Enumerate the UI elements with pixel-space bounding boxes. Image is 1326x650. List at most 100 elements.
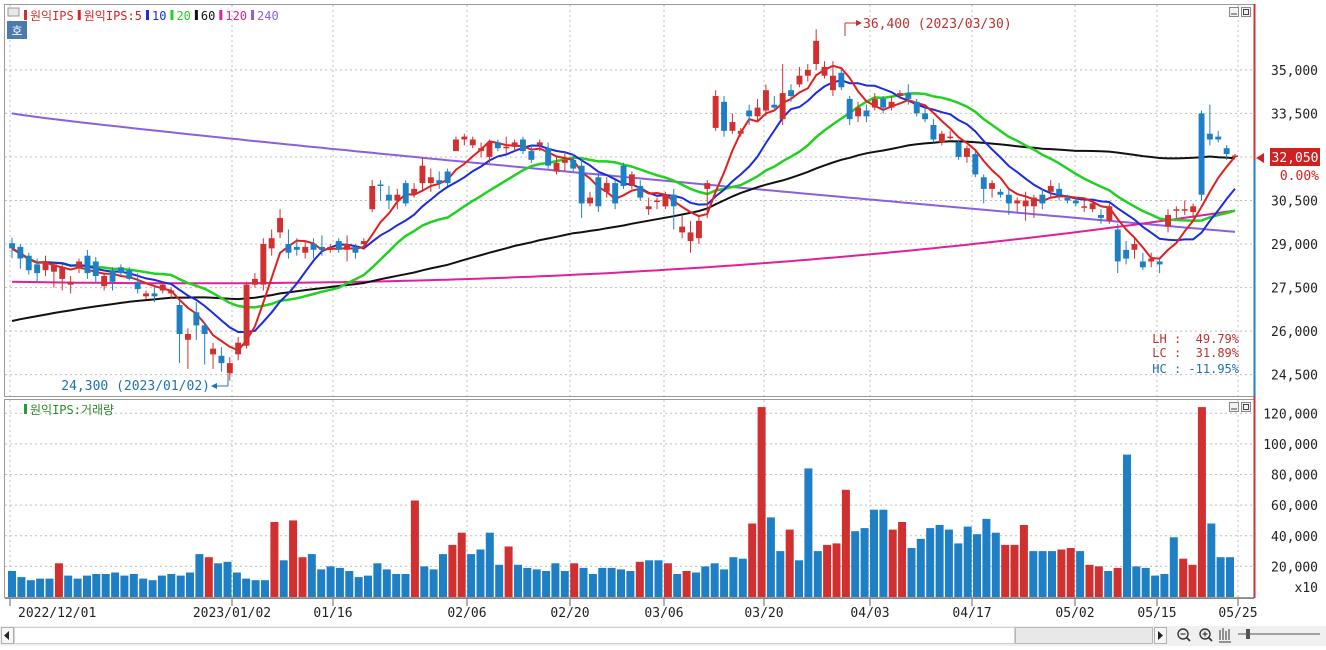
volume-bar	[401, 574, 410, 597]
candle-body	[302, 246, 309, 253]
volume-bar	[673, 574, 682, 597]
candle-body	[335, 241, 342, 250]
volume-bar	[373, 563, 382, 597]
candle-body	[402, 183, 409, 204]
bar-count-icon[interactable]	[1219, 628, 1231, 643]
candle-body	[763, 90, 769, 111]
candle-body	[696, 220, 702, 239]
volume-bar	[766, 517, 775, 597]
candle-body	[285, 244, 292, 253]
candle-body	[863, 110, 870, 117]
candle-body	[637, 186, 644, 198]
volume-bar	[514, 564, 522, 597]
candle-body	[721, 101, 727, 131]
candle-body	[1114, 229, 1121, 262]
volume-bar	[289, 520, 298, 597]
legend-toggle-icon[interactable]	[7, 7, 20, 17]
candle-body	[252, 278, 258, 285]
volume-bar	[1019, 525, 1028, 597]
legend-entry: 10	[152, 9, 166, 23]
candle-body	[76, 261, 82, 268]
candle-body	[813, 40, 820, 64]
volume-bar	[64, 575, 73, 597]
badge[interactable]: 호	[7, 21, 27, 39]
candle-body	[947, 136, 954, 139]
zoom-slider[interactable]	[1238, 629, 1320, 639]
volume-bar	[345, 571, 354, 597]
volume-bar	[598, 567, 607, 597]
candle-body	[277, 217, 283, 233]
candle-body	[9, 243, 15, 249]
volume-bar	[692, 572, 700, 597]
candle-body	[394, 194, 401, 201]
volume-bar	[663, 563, 672, 597]
candle-body	[126, 270, 133, 279]
candle-body	[1206, 133, 1213, 140]
candle-body	[964, 148, 970, 157]
legend-entry: 원익IPS:5	[84, 9, 142, 23]
candle-body	[319, 246, 325, 250]
candle-body	[595, 177, 602, 207]
candle-body	[118, 267, 124, 274]
candle-body	[679, 226, 686, 233]
volume-bar	[204, 557, 213, 597]
scroll-thumb[interactable]	[1015, 627, 1153, 644]
volume-bar	[888, 529, 897, 597]
volume-bar	[1038, 551, 1047, 597]
volume-bar	[1188, 564, 1197, 597]
candle-body	[1148, 258, 1155, 262]
legend-swatch	[251, 10, 255, 20]
zoom-in-icon[interactable]	[1199, 628, 1213, 642]
volume-bar	[738, 558, 747, 597]
volume-bar	[1010, 544, 1019, 597]
volume-bar	[457, 532, 466, 597]
candle-body	[1072, 200, 1079, 204]
candle-body	[243, 284, 250, 346]
candle-body	[260, 244, 267, 285]
candle-body	[168, 290, 175, 294]
zoom-out-icon[interactable]	[1177, 628, 1191, 642]
volume-bar	[973, 534, 981, 597]
candle-body	[528, 151, 535, 160]
volume-panel-controls[interactable]	[1229, 402, 1251, 412]
candle-body	[1139, 261, 1146, 268]
candle-body	[587, 197, 593, 204]
candle-body	[729, 122, 736, 131]
volume-bar	[1001, 544, 1010, 597]
candle-body	[955, 142, 962, 157]
volume-bar	[720, 569, 729, 597]
volume-tick-label: 100,000	[1263, 438, 1318, 453]
legend-entry: 원익IPS	[30, 9, 74, 23]
volume-bar	[504, 546, 513, 597]
volume-bars	[8, 407, 1234, 598]
x-tick-label: 05/02	[1055, 606, 1094, 621]
ma-120-line	[11, 209, 1236, 285]
volume-bar	[626, 571, 635, 597]
volume-bar	[926, 528, 935, 597]
candle-body	[503, 146, 510, 149]
price-tick-label: 33,500	[1271, 107, 1318, 122]
volume-bar	[1029, 551, 1038, 597]
candle-body	[109, 270, 116, 282]
x-tick-label: 03/20	[744, 606, 783, 621]
volume-bar	[879, 509, 888, 597]
volume-bar	[92, 574, 101, 597]
volume-bar	[935, 525, 944, 597]
horizontal-scrollbar[interactable]	[0, 626, 1326, 646]
candle-body	[1131, 244, 1138, 250]
price-panel-controls[interactable]	[1229, 7, 1251, 17]
candle-body	[922, 113, 928, 120]
candle-body	[578, 165, 585, 204]
volume-bar	[354, 577, 363, 597]
volume-bar	[841, 489, 850, 597]
candle-body	[218, 355, 225, 364]
volume-tick-label: 80,000	[1271, 469, 1318, 484]
price-tick-label: 35,000	[1271, 64, 1318, 79]
volume-bar	[916, 538, 925, 597]
scroll-right-icon[interactable]	[1158, 631, 1163, 640]
scroll-track[interactable]	[14, 627, 1015, 644]
scroll-left-icon[interactable]	[4, 631, 9, 640]
volume-bar	[279, 560, 288, 598]
candle-body	[444, 171, 451, 184]
volume-bar	[439, 554, 447, 597]
